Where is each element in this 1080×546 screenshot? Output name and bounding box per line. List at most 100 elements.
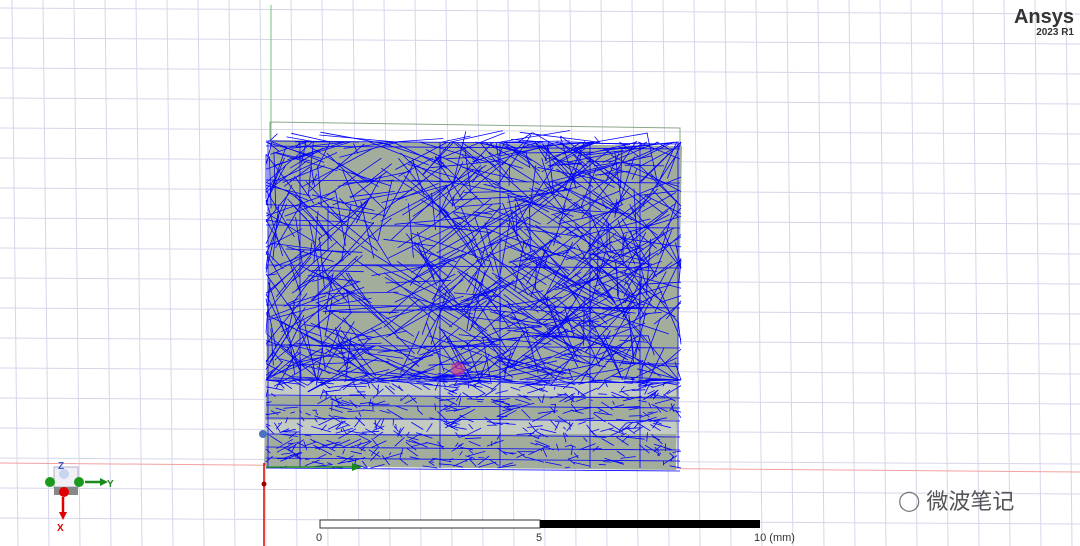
mesh-edge: [527, 425, 543, 428]
mesh-edge: [402, 169, 475, 216]
mesh-edge: [405, 441, 417, 451]
mesh-edge: [566, 203, 624, 235]
mesh-edge: [458, 397, 462, 407]
mesh-edge: [368, 163, 393, 182]
mesh-edge: [511, 210, 553, 254]
mesh-edge: [308, 141, 314, 195]
mesh-edge: [448, 282, 516, 308]
brand-name: Ansys: [1013, 6, 1074, 28]
mesh-edge: [286, 301, 296, 339]
mesh-edge: [317, 276, 320, 330]
mesh-edge: [513, 315, 586, 331]
mesh-edge: [604, 379, 608, 388]
mesh-edge: [265, 273, 302, 324]
mesh-edge: [465, 316, 542, 327]
mesh-edge: [529, 187, 549, 199]
mesh-edge: [472, 141, 540, 162]
mesh-edge: [516, 432, 535, 435]
mesh-edge: [331, 443, 337, 450]
mesh-edge: [426, 423, 433, 433]
grid-line: [848, 0, 856, 546]
mesh-edge: [426, 322, 445, 372]
mesh-edge: [480, 154, 537, 205]
mesh-edge: [614, 156, 635, 215]
mesh-edge: [265, 425, 275, 435]
mesh-edge: [274, 152, 338, 172]
mesh-edge: [542, 143, 577, 183]
mesh-edge: [449, 464, 464, 468]
grid-line: [1065, 0, 1073, 546]
mesh-edge: [327, 462, 333, 466]
mesh-edge: [440, 314, 499, 354]
mesh-edge: [265, 313, 302, 370]
mesh-edge: [280, 428, 296, 433]
mesh-edge: [598, 463, 607, 466]
mesh-edge: [312, 274, 334, 282]
mesh-edge: [323, 270, 383, 323]
mesh-edge: [468, 289, 497, 332]
mesh-edge: [620, 271, 682, 289]
mesh-edge: [372, 425, 385, 431]
mesh-edge: [510, 386, 521, 391]
mesh-edge: [339, 197, 361, 219]
mesh-edge: [492, 398, 510, 401]
mesh-edge: [553, 386, 556, 390]
mesh-edge: [525, 240, 530, 249]
mesh-edge: [478, 461, 497, 468]
mesh-edge: [358, 411, 362, 417]
grid-line: [73, 0, 81, 546]
mesh-edge: [397, 334, 446, 381]
mesh-edge: [522, 427, 528, 432]
mesh-edge: [616, 266, 618, 297]
mesh-edge: [318, 291, 399, 295]
mesh-edge: [328, 407, 344, 413]
mesh-edge: [275, 333, 308, 389]
mesh-edge: [545, 461, 562, 466]
mesh-edge: [562, 282, 608, 325]
mesh-edge: [377, 384, 379, 394]
mesh-edge: [265, 251, 284, 270]
orientation-triad[interactable]: Z Y X: [45, 461, 114, 534]
mesh-edge: [572, 155, 652, 175]
mesh-edge: [546, 311, 593, 330]
mesh-edge: [589, 291, 645, 306]
mesh-edge: [410, 369, 466, 381]
mesh-edge: [539, 388, 548, 393]
mesh-edge: [534, 440, 551, 447]
mesh-edge: [571, 445, 573, 455]
mesh-edge: [347, 457, 366, 463]
mesh-edge: [398, 157, 434, 177]
scale-label-5: 5: [536, 532, 543, 544]
mesh-edge: [342, 448, 346, 455]
grid-line: [0, 7, 1080, 15]
mesh-edge: [644, 385, 650, 395]
mesh-edge: [290, 411, 296, 414]
mesh-edge: [460, 141, 497, 167]
mesh-edge: [575, 417, 595, 421]
mesh-edge: [455, 442, 459, 448]
mesh-edge: [395, 405, 408, 411]
mesh-edge: [566, 422, 574, 432]
mesh-edge: [311, 338, 348, 350]
mesh-edge: [439, 402, 455, 412]
mesh-edge: [339, 141, 399, 158]
mesh-edge: [320, 389, 324, 399]
mesh-edge: [624, 232, 647, 274]
mesh-edge: [328, 305, 400, 312]
mesh-edge: [466, 271, 478, 293]
mesh-edge: [379, 410, 391, 414]
mesh-edge: [602, 334, 621, 376]
mesh-edge: [570, 403, 579, 413]
mesh-edge: [492, 326, 542, 330]
mesh-edge: [265, 433, 681, 438]
mesh-edge: [474, 216, 494, 272]
mesh-edge: [482, 186, 562, 229]
mesh-edge: [524, 383, 544, 392]
mesh-edge: [265, 212, 316, 244]
mesh-edge: [265, 394, 681, 399]
mesh-edge: [336, 331, 369, 376]
mesh-edge: [544, 297, 562, 338]
mesh-edge: [541, 394, 545, 403]
mesh-edge: [501, 141, 525, 166]
